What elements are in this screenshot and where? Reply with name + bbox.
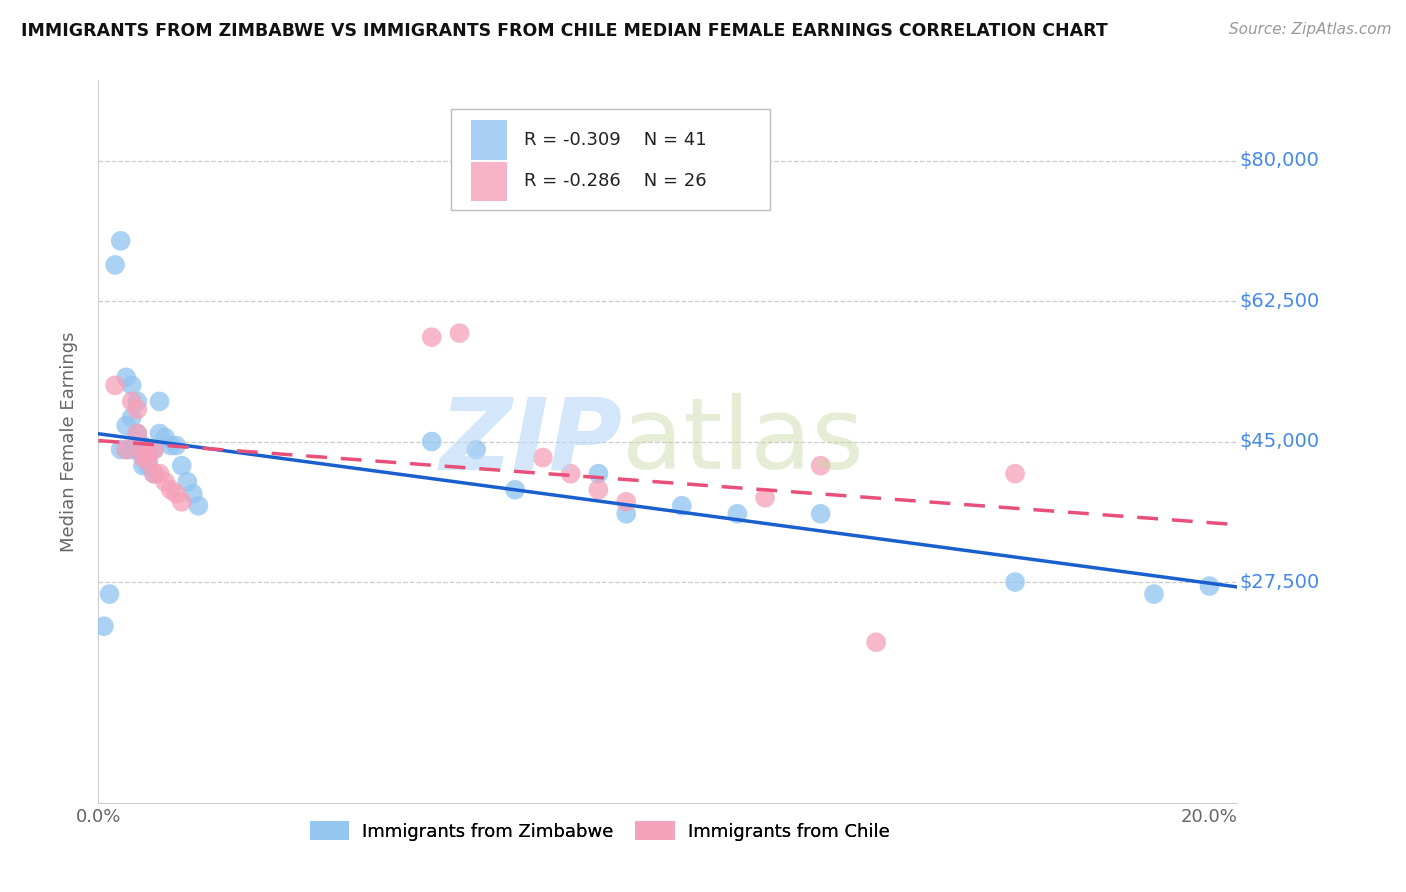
Point xyxy=(725,507,748,521)
Point xyxy=(138,442,160,457)
Point xyxy=(143,442,166,457)
Point xyxy=(176,475,198,489)
Point xyxy=(170,458,193,473)
Text: $80,000: $80,000 xyxy=(1240,151,1319,170)
Point xyxy=(143,442,166,457)
Point xyxy=(104,258,127,272)
Point xyxy=(138,458,160,473)
Point xyxy=(148,394,170,409)
Point xyxy=(614,494,637,508)
Point xyxy=(138,454,160,468)
Text: $62,500: $62,500 xyxy=(1240,292,1320,310)
Point xyxy=(588,467,610,481)
Point xyxy=(560,467,582,481)
Legend: Immigrants from Zimbabwe, Immigrants from Chile: Immigrants from Zimbabwe, Immigrants fro… xyxy=(302,814,897,848)
Point xyxy=(531,450,554,465)
Point xyxy=(98,587,121,601)
Point xyxy=(588,483,610,497)
Point xyxy=(181,486,204,500)
Point xyxy=(110,234,132,248)
Point xyxy=(614,507,637,521)
Point xyxy=(810,458,832,473)
Text: R = -0.286    N = 26: R = -0.286 N = 26 xyxy=(524,172,707,190)
Point xyxy=(127,426,149,441)
Text: ZIP: ZIP xyxy=(439,393,623,490)
Point xyxy=(865,635,887,649)
Point xyxy=(115,442,138,457)
Point xyxy=(671,499,693,513)
FancyBboxPatch shape xyxy=(451,109,770,211)
Point xyxy=(165,438,187,452)
Text: R = -0.309    N = 41: R = -0.309 N = 41 xyxy=(524,131,707,149)
Point xyxy=(1004,467,1026,481)
Point xyxy=(121,410,143,425)
FancyBboxPatch shape xyxy=(471,120,508,161)
Point xyxy=(121,394,143,409)
Point xyxy=(170,494,193,508)
Point xyxy=(110,442,132,457)
Y-axis label: Median Female Earnings: Median Female Earnings xyxy=(59,331,77,552)
Point xyxy=(127,442,149,457)
Text: $45,000: $45,000 xyxy=(1240,432,1320,451)
Point xyxy=(132,450,155,465)
Point xyxy=(1143,587,1166,601)
Point xyxy=(148,467,170,481)
Point xyxy=(127,394,149,409)
Point xyxy=(104,378,127,392)
Point xyxy=(187,499,209,513)
Point xyxy=(159,438,181,452)
Point xyxy=(148,426,170,441)
Point xyxy=(449,326,471,340)
Point xyxy=(115,370,138,384)
Point xyxy=(159,483,181,497)
Point xyxy=(115,442,138,457)
Point xyxy=(810,507,832,521)
Point xyxy=(143,467,166,481)
Point xyxy=(1004,574,1026,589)
Point xyxy=(132,458,155,473)
Point xyxy=(132,446,155,460)
Point xyxy=(465,442,488,457)
Point xyxy=(121,442,143,457)
Point xyxy=(115,418,138,433)
Point xyxy=(121,378,143,392)
Point xyxy=(132,438,155,452)
Text: Source: ZipAtlas.com: Source: ZipAtlas.com xyxy=(1229,22,1392,37)
Point xyxy=(127,402,149,417)
Text: atlas: atlas xyxy=(623,393,863,490)
Point xyxy=(153,475,176,489)
Text: IMMIGRANTS FROM ZIMBABWE VS IMMIGRANTS FROM CHILE MEDIAN FEMALE EARNINGS CORRELA: IMMIGRANTS FROM ZIMBABWE VS IMMIGRANTS F… xyxy=(21,22,1108,40)
Point xyxy=(143,467,166,481)
Point xyxy=(138,446,160,460)
Point xyxy=(93,619,115,633)
Point xyxy=(127,426,149,441)
Point xyxy=(420,330,443,344)
Text: $27,500: $27,500 xyxy=(1240,573,1320,591)
FancyBboxPatch shape xyxy=(471,161,508,202)
Point xyxy=(420,434,443,449)
Point xyxy=(132,442,155,457)
Point xyxy=(165,486,187,500)
Point xyxy=(1198,579,1220,593)
Point xyxy=(153,430,176,444)
Point xyxy=(503,483,526,497)
Point xyxy=(754,491,776,505)
